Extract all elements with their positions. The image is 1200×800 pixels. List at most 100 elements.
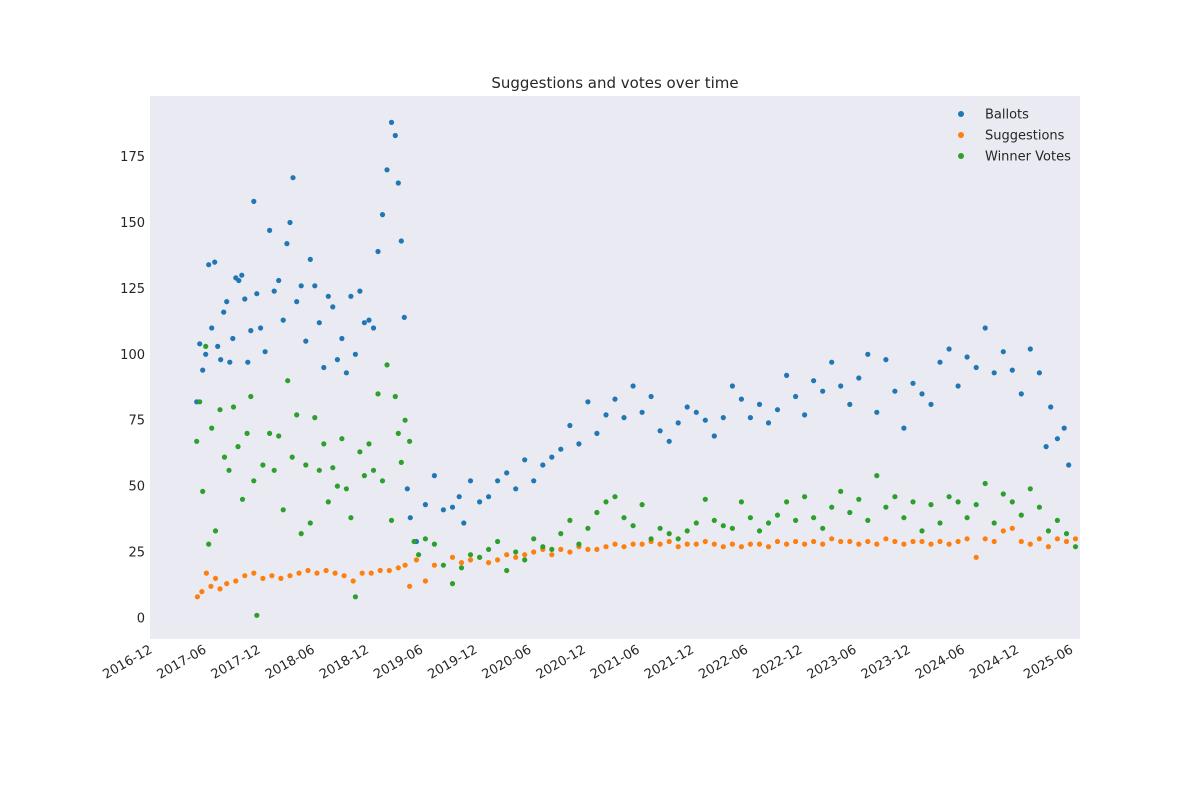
point-ballots	[747, 415, 754, 421]
x-tick-label: 2022-06	[696, 642, 751, 682]
y-tick-label: 0	[137, 611, 145, 626]
point-winner-votes	[549, 546, 555, 553]
point-winner-votes	[235, 444, 241, 450]
point-winner-votes	[251, 478, 257, 484]
point-winner-votes	[271, 467, 277, 473]
legend-marker	[958, 111, 964, 117]
point-ballots	[280, 317, 286, 323]
x-axis: 2016-12 2017-06 2017-12 2018-06 2018-12 2019-…	[100, 642, 1076, 682]
point-winner-votes	[307, 520, 313, 526]
point-ballots	[973, 364, 979, 371]
point-ballots	[883, 357, 889, 363]
point-ballots	[321, 364, 327, 371]
point-ballots	[558, 446, 564, 452]
point-suggestions	[901, 541, 907, 547]
point-suggestions	[666, 538, 672, 545]
point-ballots	[847, 401, 853, 407]
point-winner-votes	[1009, 499, 1015, 505]
point-winner-votes	[370, 467, 377, 473]
point-winner-votes	[693, 520, 699, 526]
point-winner-votes	[838, 488, 844, 494]
point-winner-votes	[260, 462, 266, 468]
plot-area	[150, 96, 1080, 639]
point-winner-votes	[206, 541, 212, 547]
point-winner-votes	[221, 454, 228, 460]
point-ballots	[276, 277, 282, 284]
point-suggestions	[495, 557, 501, 563]
point-winner-votes	[343, 486, 349, 492]
point-winner-votes	[334, 483, 340, 489]
point-suggestions	[567, 549, 573, 555]
point-suggestions	[377, 567, 383, 574]
point-winner-votes	[330, 465, 336, 471]
point-winner-votes	[458, 565, 465, 571]
point-suggestions	[919, 538, 925, 545]
point-ballots	[567, 422, 573, 429]
point-suggestions	[558, 546, 564, 553]
point-winner-votes	[431, 541, 437, 547]
point-winner-votes	[919, 528, 925, 534]
point-suggestions	[199, 589, 205, 595]
point-suggestions	[838, 538, 844, 545]
x-tick-label: 2021-12	[642, 642, 697, 682]
point-ballots	[1000, 349, 1006, 355]
point-ballots	[312, 283, 318, 289]
y-tick-label: 175	[120, 150, 145, 165]
x-tick-label: 2025-06	[1021, 642, 1076, 682]
point-suggestions	[413, 557, 419, 563]
point-winner-votes	[289, 454, 295, 460]
point-ballots	[392, 132, 398, 139]
point-ballots	[388, 119, 395, 125]
point-ballots	[215, 343, 221, 349]
point-ballots	[477, 499, 483, 505]
y-tick-label: 100	[120, 348, 145, 363]
point-suggestions	[422, 578, 428, 584]
point-ballots	[892, 388, 898, 394]
point-ballots	[612, 396, 618, 402]
point-winner-votes	[495, 538, 501, 545]
point-suggestions	[212, 575, 219, 582]
point-ballots	[294, 299, 300, 305]
point-suggestions	[1072, 536, 1079, 542]
point-winner-votes	[621, 515, 627, 521]
point-ballots	[756, 401, 763, 407]
point-ballots	[398, 238, 404, 244]
point-ballots	[955, 383, 961, 389]
point-ballots	[811, 378, 817, 384]
point-winner-votes	[630, 523, 636, 529]
x-tick-label: 2023-06	[805, 642, 860, 682]
point-ballots	[639, 409, 645, 415]
point-ballots	[693, 409, 699, 415]
point-winner-votes	[540, 544, 546, 550]
point-suggestions	[1036, 536, 1042, 542]
y-tick-label: 125	[120, 282, 145, 297]
point-winner-votes	[820, 525, 826, 531]
point-ballots	[829, 359, 835, 365]
point-suggestions	[386, 567, 392, 574]
point-ballots	[401, 314, 407, 320]
point-suggestions	[856, 541, 862, 547]
point-winner-votes	[298, 531, 304, 537]
point-winner-votes	[486, 546, 492, 553]
point-winner-votes	[280, 507, 286, 513]
point-ballots	[630, 383, 636, 389]
point-suggestions	[603, 544, 609, 550]
x-tick-label: 2023-12	[859, 642, 914, 682]
point-ballots	[513, 486, 519, 492]
point-winner-votes	[720, 523, 726, 529]
point-ballots	[271, 288, 277, 294]
point-winner-votes	[440, 562, 446, 568]
point-ballots	[370, 325, 377, 331]
point-ballots	[486, 494, 492, 500]
point-winner-votes	[603, 499, 609, 505]
point-ballots	[901, 425, 907, 431]
point-suggestions	[702, 538, 708, 545]
point-winner-votes	[765, 520, 772, 526]
point-suggestions	[251, 570, 257, 576]
point-winner-votes	[937, 520, 943, 526]
point-winner-votes	[348, 515, 354, 521]
point-ballots	[522, 457, 528, 463]
point-ballots	[339, 335, 345, 342]
point-suggestions	[287, 573, 293, 579]
point-ballots	[197, 341, 203, 347]
